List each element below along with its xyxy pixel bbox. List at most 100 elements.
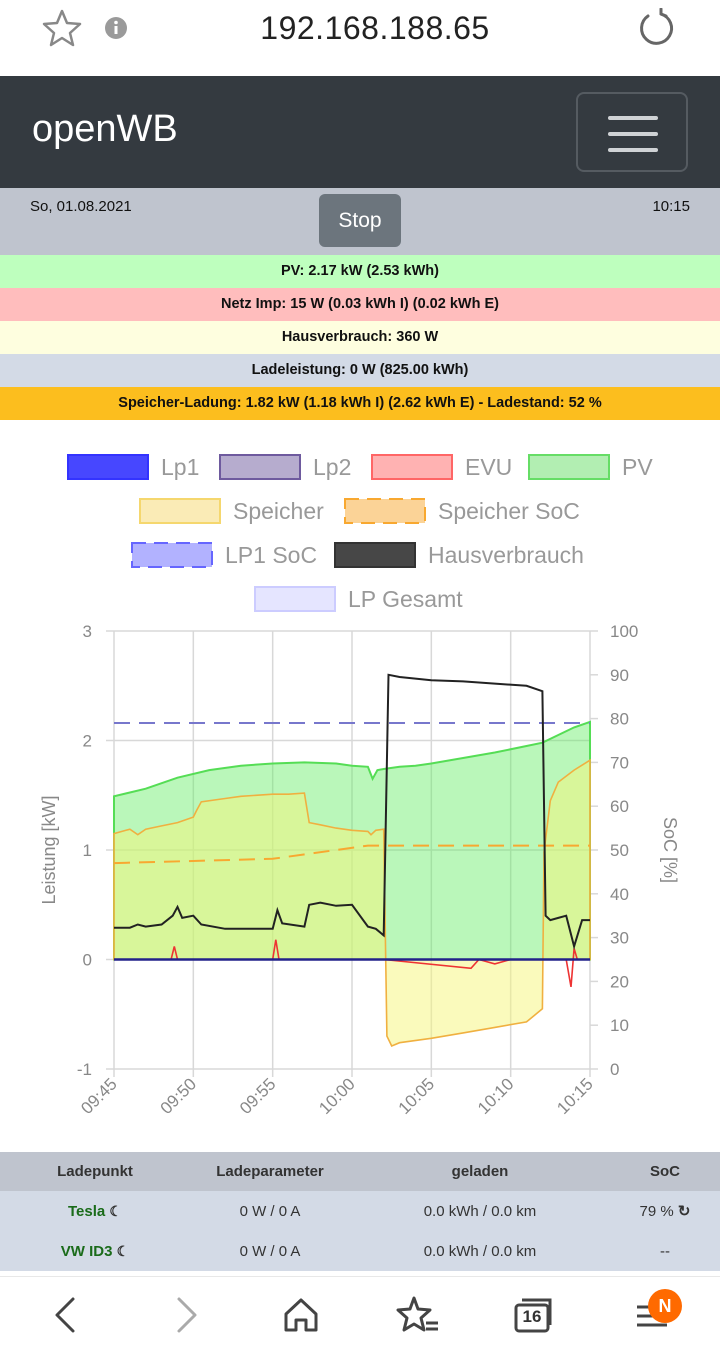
y-axis-left-title: Leistung [kW] [39,795,59,904]
table-header: Ladeparameter [190,1152,350,1191]
y-tick-label-left: 1 [83,841,92,860]
soc-value: 79 % [639,1203,674,1220]
menu-bar-icon [608,116,658,120]
legend-swatch[interactable] [528,454,610,480]
table-row: Tesla ☾ 0 W / 0 A 0.0 kWh / 0.0 km 79 % … [0,1191,720,1231]
y-axis-right-title: SoC [%] [660,817,680,883]
date-text: So, 01.08.2021 [30,198,132,215]
home-icon[interactable] [271,1285,331,1345]
table-header: Ladepunkt [0,1152,190,1191]
lp-name-text: Tesla [68,1202,106,1220]
y-tick-label-left: -1 [77,1060,92,1079]
y-tick-label-right: 40 [610,885,629,904]
date-row: So, 01.08.2021 Stop 10:15 [0,188,720,255]
y-tick-label-right: 30 [610,929,629,948]
y-tick-label-right: 100 [610,622,638,641]
pv-status-row: PV: 2.17 kW (2.53 kWh) [0,255,720,288]
legend-swatch[interactable] [139,498,221,524]
y-tick-label-right: 70 [610,753,629,772]
x-tick-label: 10:10 [474,1074,518,1118]
tabs-counter: 16 [514,1297,554,1333]
browser-bar: 192.168.188.65 [0,0,720,76]
legend-swatch[interactable] [219,454,301,480]
bookmark-star-icon[interactable] [388,1285,448,1345]
star-icon[interactable] [42,8,82,48]
legend-swatch[interactable] [131,542,213,568]
x-tick-label: 09:50 [157,1074,201,1118]
back-icon[interactable] [36,1285,96,1345]
charge-point-table: Ladepunkt Ladeparameter geladen SoC Tesl… [0,1152,720,1271]
notification-badge[interactable]: N [648,1289,682,1323]
legend-label[interactable]: Lp1 [161,454,199,480]
menu-bar-icon [608,148,658,152]
legend-label[interactable]: LP Gesamt [348,586,463,612]
house-consumption-line [114,673,590,951]
url-text[interactable]: 192.168.188.65 [260,10,490,46]
y-tick-label-right: 60 [610,797,629,816]
charge-params-cell: 0 W / 0 A [190,1231,350,1271]
chart-series [113,673,591,1048]
charged-cell: 0.0 kWh / 0.0 km [350,1231,610,1271]
table-row: VW ID3 ☾ 0 W / 0 A 0.0 kWh / 0.0 km -- [0,1231,720,1271]
y-tick-label-left: 2 [83,732,92,751]
tab-count: 16 [522,1307,542,1326]
navbar: openWB [0,76,720,188]
lp-name-text: VW ID3 [60,1242,113,1260]
hamburger-menu-button[interactable] [576,92,688,172]
x-tick-label: 10:05 [395,1074,439,1118]
x-tick-label: 10:15 [553,1074,597,1118]
storage-status-row: Speicher-Ladung: 1.82 kW (1.18 kWh I) (2… [0,387,720,420]
legend-swatch[interactable] [254,586,336,612]
legend-label[interactable]: EVU [465,454,512,480]
time-text: 10:15 [652,198,690,215]
legend-label[interactable]: PV [622,454,653,480]
menu-bar-icon [608,132,658,136]
table-header: SoC [610,1152,720,1191]
y-tick-label-right: 90 [610,666,629,685]
y-tick-label-right: 20 [610,972,629,991]
legend-swatch[interactable] [344,498,426,524]
y-tick-label-right: 80 [610,710,629,729]
legend-label[interactable]: Hausverbrauch [428,542,584,568]
stop-button[interactable]: Stop [319,194,401,247]
soc-cell: -- [610,1231,720,1271]
chart-axes: Leistung [kW] SoC [%] [39,795,680,904]
y-tick-label-right: 0 [610,1060,619,1079]
charging-power-row: Ladeleistung: 0 W (825.00 kWh) [0,354,720,387]
chart-legend: Lp1 Lp2 EVU PV Speicher Speicher SoC LP1 SoC Ha… [67,454,653,612]
x-tick-label: 10:00 [315,1074,359,1118]
y-tick-label-right: 10 [610,1016,629,1035]
moon-icon: ☾ [116,1242,130,1259]
house-consumption-row: Hausverbrauch: 360 W [0,321,720,354]
legend-label[interactable]: LP1 SoC [225,542,317,568]
brand-logo[interactable]: openWB [32,108,178,150]
charge-params-cell: 0 W / 0 A [190,1191,350,1231]
charge-point-name[interactable]: VW ID3 ☾ [0,1231,190,1271]
info-icon[interactable] [96,8,136,48]
moon-icon: ☾ [109,1202,122,1219]
legend-label[interactable]: Speicher [233,498,324,524]
legend-label[interactable]: Speicher SoC [438,498,580,524]
tabs-icon[interactable]: 16 [504,1285,564,1345]
y-tick-label-right: 50 [610,841,629,860]
table-header-row: Ladepunkt Ladeparameter geladen SoC [0,1152,720,1191]
forward-icon[interactable] [156,1285,216,1345]
storage-soc-line [113,844,590,865]
legend-label[interactable]: Lp2 [313,454,351,480]
legend-swatch[interactable] [334,542,416,568]
legend-swatch[interactable] [67,454,149,480]
x-tick-label: 09:55 [236,1074,280,1118]
charge-point-name[interactable]: Tesla ☾ [0,1191,190,1231]
soc-cell: 79 % ↻ [610,1191,720,1231]
y-tick-label-left: 3 [83,622,92,641]
legend-swatch[interactable] [371,454,453,480]
refresh-soc-icon[interactable]: ↻ [677,1203,691,1220]
x-tick-label: 09:45 [77,1074,121,1118]
reload-icon[interactable] [636,8,676,48]
storage-series-area [113,758,591,1048]
grid-status-row: Netz Imp: 15 W (0.03 kWh I) (0.02 kWh E) [0,288,720,321]
charged-cell: 0.0 kWh / 0.0 km [350,1191,610,1231]
power-chart: Lp1 Lp2 EVU PV Speicher Speicher SoC LP1 SoC Ha… [39,454,680,1118]
table-header: geladen [350,1152,610,1191]
